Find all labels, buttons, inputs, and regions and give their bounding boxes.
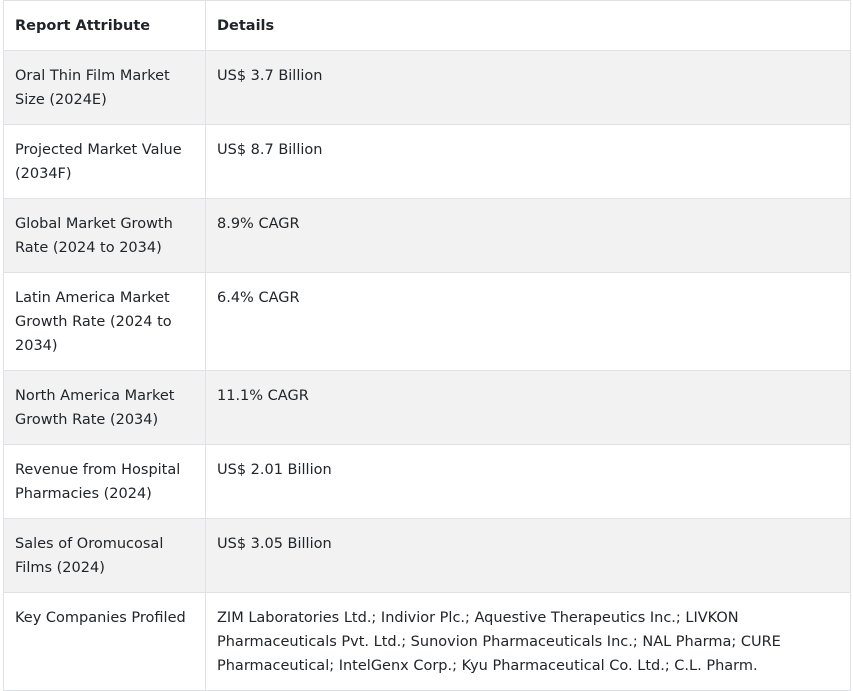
row-details: US$ 8.7 Billion xyxy=(205,124,851,199)
row-attribute: North America Market Growth Rate (2034) xyxy=(3,370,206,445)
table-row: Oral Thin Film Market Size (2024E) US$ 3… xyxy=(3,50,851,125)
row-details: US$ 3.05 Billion xyxy=(205,518,851,593)
row-attribute: Latin America Market Growth Rate (2024 t… xyxy=(3,272,206,371)
table-row: Latin America Market Growth Rate (2024 t… xyxy=(3,272,851,371)
row-attribute: Projected Market Value (2034F) xyxy=(3,124,206,199)
row-details: US$ 2.01 Billion xyxy=(205,444,851,519)
table-header-row: Report Attribute Details xyxy=(3,0,851,51)
header-details: Details xyxy=(205,0,851,51)
table-row: North America Market Growth Rate (2034) … xyxy=(3,370,851,445)
table-row: Projected Market Value (2034F) US$ 8.7 B… xyxy=(3,124,851,199)
row-details: 6.4% CAGR xyxy=(205,272,851,371)
row-attribute: Key Companies Profiled xyxy=(3,592,206,691)
row-details: 11.1% CAGR xyxy=(205,370,851,445)
row-details: US$ 3.7 Billion xyxy=(205,50,851,125)
table-row: Sales of Oromucosal Films (2024) US$ 3.0… xyxy=(3,518,851,593)
header-report-attribute: Report Attribute xyxy=(3,0,206,51)
row-attribute: Oral Thin Film Market Size (2024E) xyxy=(3,50,206,125)
row-details: ZIM Laboratories Ltd.; Indivior Plc.; Aq… xyxy=(205,592,851,691)
table-row: Key Companies Profiled ZIM Laboratories … xyxy=(3,592,851,691)
row-attribute: Global Market Growth Rate (2024 to 2034) xyxy=(3,198,206,273)
row-attribute: Revenue from Hospital Pharmacies (2024) xyxy=(3,444,206,519)
table-row: Global Market Growth Rate (2024 to 2034)… xyxy=(3,198,851,273)
report-attributes-table: Report Attribute Details Oral Thin Film … xyxy=(3,0,851,691)
row-details: 8.9% CAGR xyxy=(205,198,851,273)
row-attribute: Sales of Oromucosal Films (2024) xyxy=(3,518,206,593)
table-row: Revenue from Hospital Pharmacies (2024) … xyxy=(3,444,851,519)
